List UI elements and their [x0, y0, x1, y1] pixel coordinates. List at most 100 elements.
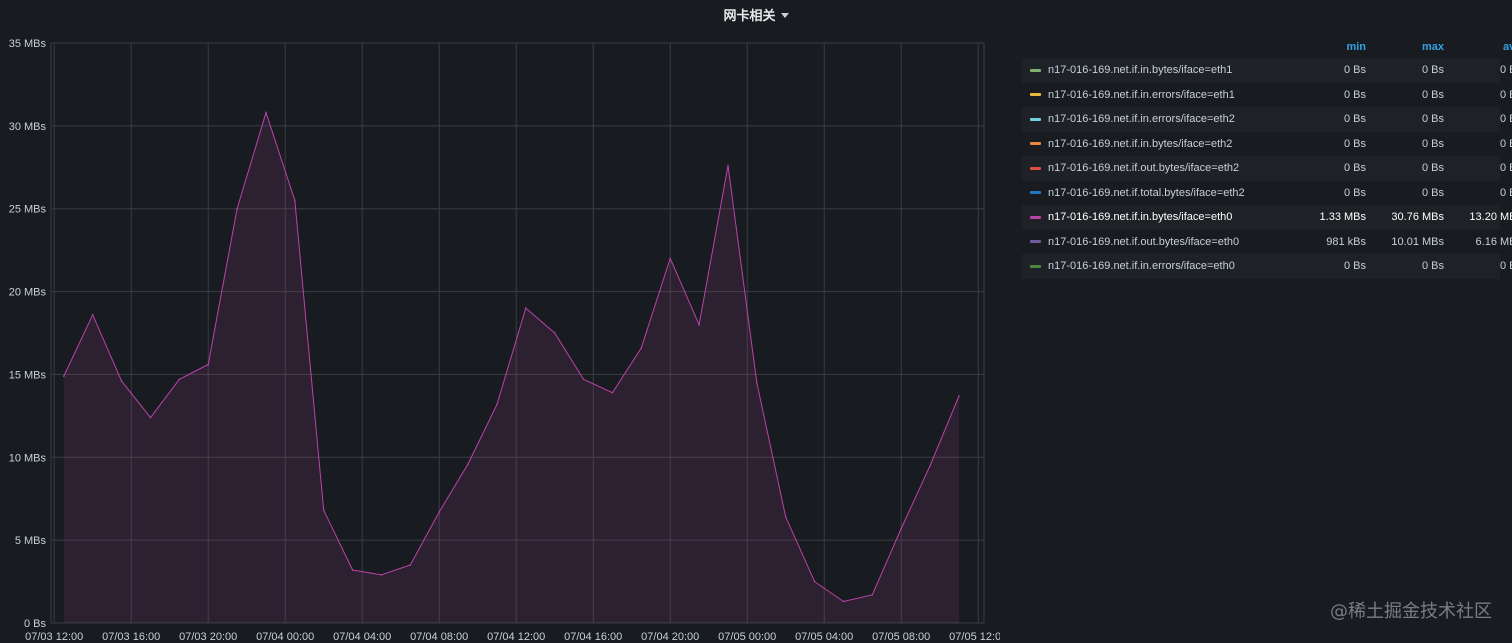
legend-item-max: 30.76 MBs: [1391, 211, 1444, 224]
series-area-fill: [63, 112, 960, 623]
x-tick-label: 07/05 00:00: [718, 631, 776, 643]
legend-item-name[interactable]: n17-016-169.net.if.in.errors/iface=eth0: [1048, 260, 1235, 273]
chart-series-area: [63, 110, 960, 623]
legend-item-max: 0 Bs: [1421, 64, 1444, 77]
data-point: [120, 380, 123, 382]
legend-item-name[interactable]: n17-016-169.net.if.out.bytes/iface=eth2: [1048, 162, 1240, 175]
legend-swatch-icon[interactable]: [1030, 68, 1041, 72]
data-point: [351, 569, 354, 571]
x-tick-label: 07/03 20:00: [179, 631, 237, 643]
data-point: [467, 463, 469, 465]
legend-item-min: 0 Bs: [1343, 162, 1366, 175]
legend-item-min: 0 Bs: [1343, 113, 1366, 126]
y-tick-label: 35 MBs: [9, 38, 47, 50]
data-point: [958, 395, 960, 397]
legend-item-min: 0 Bs: [1343, 260, 1366, 273]
data-point: [322, 509, 325, 512]
legend-item-name[interactable]: n17-016-169.net.if.out.bytes/iface=eth0: [1048, 235, 1240, 248]
legend-item-max: 0 Bs: [1421, 113, 1444, 126]
x-tick-label: 07/03 16:00: [102, 631, 160, 643]
panel-title-text[interactable]: 网卡相关: [723, 7, 776, 23]
legend-item-avg: 0 Bs: [1499, 162, 1512, 175]
legend-swatch-icon[interactable]: [1030, 142, 1041, 146]
data-point: [842, 600, 845, 603]
legend-item-max: 0 Bs: [1421, 186, 1444, 199]
legend-header-min[interactable]: min: [1346, 41, 1366, 53]
data-point: [525, 307, 527, 309]
legend-item[interactable]: n17-016-169.net.if.in.bytes/iface=eth2 0 …: [1022, 132, 1512, 157]
legend-item[interactable]: n17-016-169.net.if.in.bytes/iface=eth0 1.…: [1022, 205, 1512, 230]
legend-header-max[interactable]: max: [1421, 41, 1444, 53]
x-tick-label: 07/05 12:00: [949, 631, 1000, 643]
legend-item-name[interactable]: n17-016-169.net.if.in.bytes/iface=eth1: [1048, 64, 1233, 77]
data-point: [63, 375, 65, 377]
x-tick-label: 07/04 04:00: [333, 631, 391, 643]
data-point: [727, 164, 729, 167]
legend-item[interactable]: n17-016-169.net.if.in.bytes/iface=eth1 0 …: [1022, 58, 1512, 83]
legend-item-max: 0 Bs: [1421, 162, 1444, 175]
y-tick-label: 30 MBs: [9, 121, 47, 133]
data-point: [178, 378, 181, 381]
legend-item-avg: 0 Bs: [1499, 260, 1512, 273]
legend-swatch-icon[interactable]: [1030, 215, 1041, 219]
x-axis: 07/03 12:00 07/03 16:00 07/03 20:00 07/04 0…: [25, 631, 1000, 643]
data-point: [91, 314, 94, 316]
legend-swatch-icon[interactable]: [1030, 117, 1041, 121]
data-point: [900, 527, 902, 530]
legend-item[interactable]: n17-016-169.net.if.in.errors/iface=eth2 0…: [1022, 107, 1512, 132]
data-point: [265, 111, 267, 114]
legend-item[interactable]: n17-016-169.net.if.out.bytes/iface=eth2 0…: [1022, 156, 1512, 181]
data-point: [669, 257, 671, 260]
data-point: [611, 391, 614, 394]
x-tick-label: 07/04 12:00: [487, 631, 545, 643]
legend-item-name[interactable]: n17-016-169.net.if.total.bytes/iface=eth…: [1048, 186, 1245, 199]
panel-title[interactable]: 网卡相关: [0, 0, 1512, 28]
legend-swatch-icon[interactable]: [1030, 191, 1041, 195]
legend-item-max: 10.01 MBs: [1391, 235, 1444, 248]
y-tick-label: 5 MBs: [15, 535, 47, 547]
data-point: [294, 199, 296, 202]
legend-swatch-icon[interactable]: [1030, 166, 1041, 170]
legend-item-avg: 0 Bs: [1499, 137, 1512, 150]
legend-swatch-icon[interactable]: [1030, 240, 1041, 244]
legend-item-name[interactable]: n17-016-169.net.if.in.errors/iface=eth1: [1048, 88, 1235, 101]
legend-item-name[interactable]: n17-016-169.net.if.in.errors/iface=eth2: [1048, 113, 1235, 126]
series-line: [63, 110, 960, 603]
legend-item[interactable]: n17-016-169.net.if.in.errors/iface=eth0 0…: [1022, 254, 1512, 279]
legend-item[interactable]: n17-016-169.net.if.out.bytes/iface=eth0 9…: [1022, 230, 1512, 255]
legend-swatch-icon[interactable]: [1030, 93, 1041, 97]
legend-item-min: 1.33 MBs: [1319, 211, 1366, 224]
legend-swatch-icon[interactable]: [1030, 264, 1041, 268]
legend-item-max: 0 Bs: [1421, 88, 1444, 101]
legend-item-max: 0 Bs: [1421, 137, 1444, 150]
data-point: [871, 594, 874, 596]
data-point: [149, 416, 152, 419]
data-point: [409, 564, 412, 566]
legend-item-avg: 13.20 MBs: [1469, 211, 1512, 224]
data-point: [698, 323, 700, 326]
legend-item-min: 0 Bs: [1343, 88, 1366, 101]
data-point: [207, 363, 209, 366]
legend-item-avg: 0 Bs: [1499, 113, 1512, 126]
legend-item-max: 0 Bs: [1421, 260, 1444, 273]
legend-item-avg: 6.16 MBs: [1475, 235, 1512, 248]
legend-item-min: 981 kBs: [1326, 235, 1366, 248]
legend-item[interactable]: n17-016-169.net.if.in.errors/iface=eth1 0…: [1022, 83, 1512, 108]
legend-header-avg[interactable]: avg: [1503, 41, 1512, 53]
y-tick-label: 20 MBs: [9, 287, 47, 299]
legend-item[interactable]: n17-016-169.net.if.total.bytes/iface=eth…: [1022, 181, 1512, 206]
legend-table: min max avg n17-016-169.net.if.in.bytes/…: [1022, 36, 1512, 279]
x-tick-label: 07/04 08:00: [410, 631, 468, 643]
data-point: [496, 403, 498, 406]
legend-item-name[interactable]: n17-016-169.net.if.in.bytes/iface=eth2: [1048, 137, 1233, 150]
legend-item-avg: 0 Bs: [1499, 88, 1512, 101]
legend-rows: n17-016-169.net.if.in.bytes/iface=eth1 0 …: [1022, 58, 1512, 279]
legend-item-min: 0 Bs: [1343, 137, 1366, 150]
x-tick-label: 07/04 00:00: [256, 631, 314, 643]
y-tick-label: 25 MBs: [9, 204, 47, 216]
caret-down-icon[interactable]: [780, 12, 789, 18]
data-point: [236, 207, 238, 210]
data-point: [929, 464, 931, 467]
legend-item-name[interactable]: n17-016-169.net.if.in.bytes/iface=eth0: [1048, 211, 1233, 224]
